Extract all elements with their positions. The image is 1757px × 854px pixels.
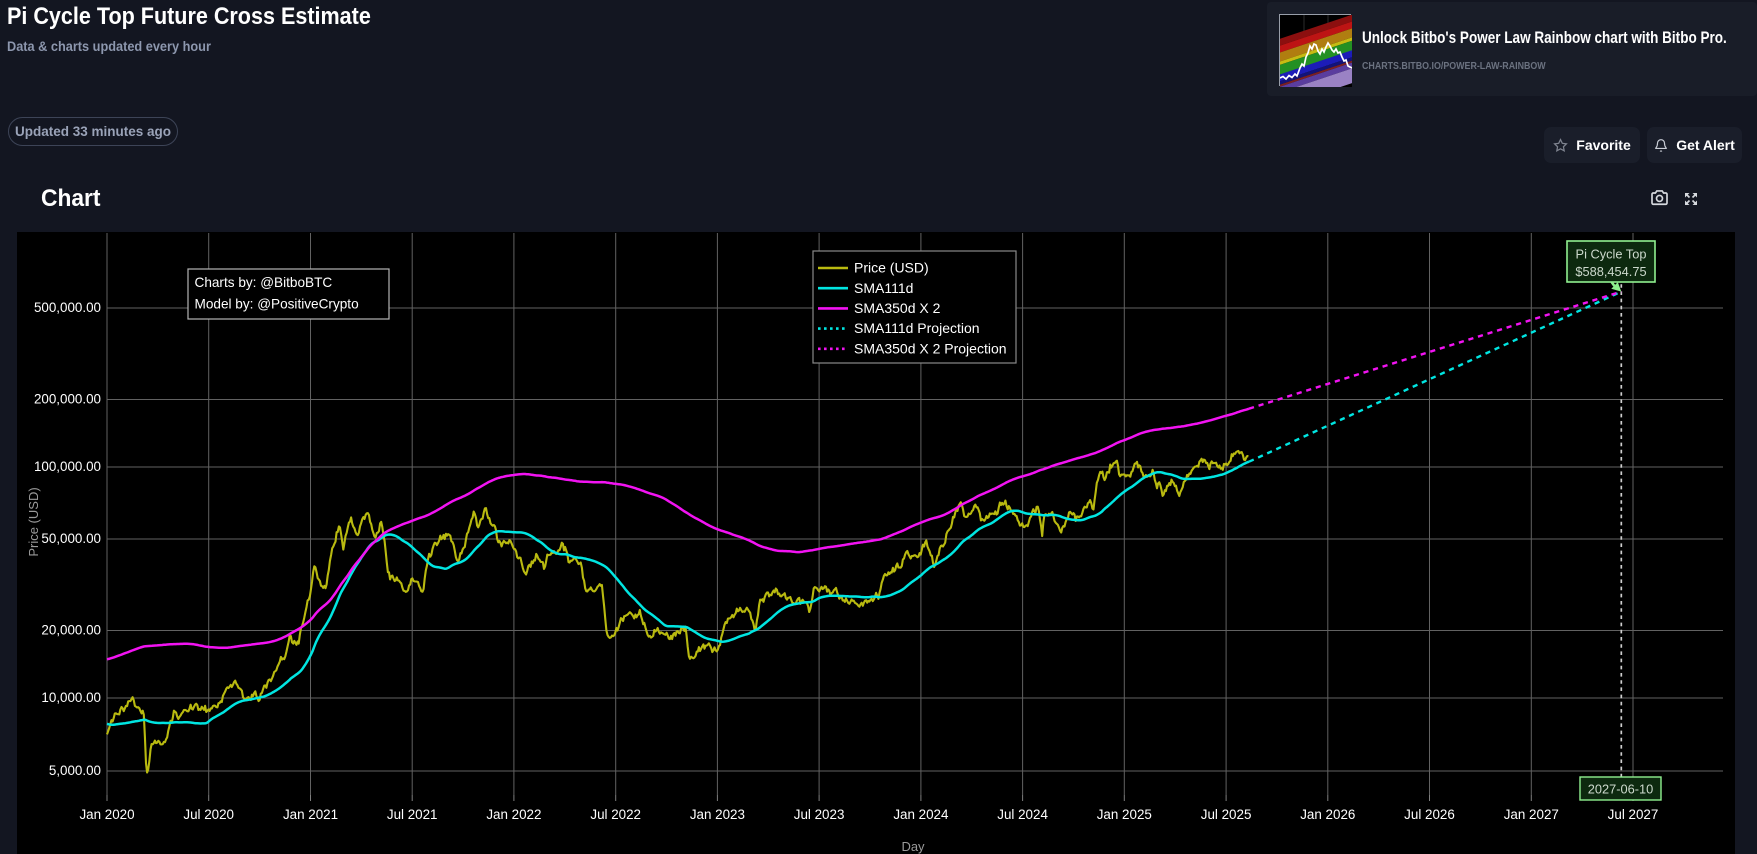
- svg-text:Charts by: @BitboBTC: Charts by: @BitboBTC: [195, 275, 333, 290]
- svg-text:Jan 2020: Jan 2020: [79, 807, 134, 822]
- svg-text:Price (USD): Price (USD): [26, 487, 41, 556]
- svg-text:100,000.00: 100,000.00: [34, 459, 101, 474]
- svg-text:200,000.00: 200,000.00: [34, 392, 101, 407]
- svg-text:Jul 2022: Jul 2022: [590, 807, 641, 822]
- svg-text:Jan 2021: Jan 2021: [283, 807, 338, 822]
- svg-text:5,000.00: 5,000.00: [49, 763, 101, 778]
- svg-text:Jul 2026: Jul 2026: [1404, 807, 1455, 822]
- svg-text:Jan 2023: Jan 2023: [690, 807, 745, 822]
- svg-text:Jan 2022: Jan 2022: [486, 807, 541, 822]
- svg-text:SMA111d Projection: SMA111d Projection: [854, 320, 980, 336]
- svg-text:$588,454.75: $588,454.75: [1575, 264, 1646, 279]
- svg-text:SMA350d X 2 Projection: SMA350d X 2 Projection: [854, 340, 1007, 356]
- svg-text:Jan 2024: Jan 2024: [893, 807, 949, 822]
- svg-text:Jul 2020: Jul 2020: [183, 807, 234, 822]
- svg-text:Jul 2024: Jul 2024: [997, 807, 1048, 822]
- svg-text:20,000.00: 20,000.00: [41, 623, 101, 638]
- svg-text:Jul 2021: Jul 2021: [387, 807, 438, 822]
- svg-text:Price (USD): Price (USD): [854, 260, 929, 276]
- svg-text:SMA111d: SMA111d: [854, 280, 913, 296]
- svg-text:50,000.00: 50,000.00: [41, 531, 101, 546]
- svg-text:Jul 2023: Jul 2023: [794, 807, 845, 822]
- svg-text:Jul 2025: Jul 2025: [1201, 807, 1252, 822]
- svg-text:2027-06-10: 2027-06-10: [1588, 782, 1653, 797]
- svg-text:SMA350d X 2: SMA350d X 2: [854, 300, 941, 316]
- svg-text:Pi Cycle Top: Pi Cycle Top: [1576, 247, 1647, 262]
- svg-text:Model by: @PositiveCrypto: Model by: @PositiveCrypto: [195, 297, 359, 312]
- svg-text:Jul 2027: Jul 2027: [1608, 807, 1659, 822]
- svg-text:Jan 2025: Jan 2025: [1097, 807, 1152, 822]
- svg-text:10,000.00: 10,000.00: [41, 690, 101, 705]
- svg-text:Jan 2027: Jan 2027: [1504, 807, 1559, 822]
- svg-text:Jan 2026: Jan 2026: [1300, 807, 1355, 822]
- svg-text:Day: Day: [901, 839, 925, 854]
- svg-text:500,000.00: 500,000.00: [34, 300, 101, 315]
